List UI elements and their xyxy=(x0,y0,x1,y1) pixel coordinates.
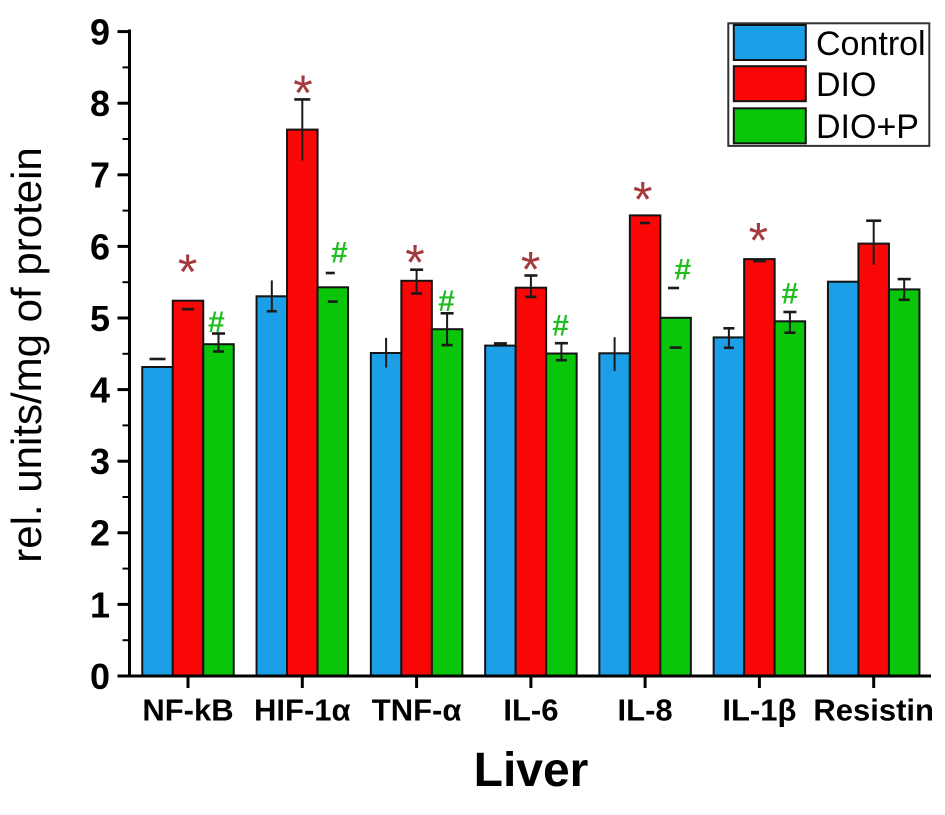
svg-text:Control: Control xyxy=(816,25,926,63)
svg-text:5: 5 xyxy=(90,298,110,339)
svg-text:Liver: Liver xyxy=(474,744,589,797)
svg-text:#: # xyxy=(331,236,348,269)
svg-text:*: * xyxy=(178,244,197,300)
svg-text:rel. units/mg of protein: rel. units/mg of protein xyxy=(3,147,50,563)
svg-text:9: 9 xyxy=(90,12,110,53)
svg-text:*: * xyxy=(521,242,540,298)
svg-text:#: # xyxy=(552,309,569,342)
svg-text:#: # xyxy=(208,306,225,339)
svg-text:*: * xyxy=(749,212,768,268)
svg-text:8: 8 xyxy=(90,83,110,124)
svg-text:*: * xyxy=(633,171,652,227)
svg-text:0: 0 xyxy=(90,656,110,697)
svg-text:DIO+P: DIO+P xyxy=(816,108,919,146)
svg-text:#: # xyxy=(438,285,455,318)
svg-text:#: # xyxy=(782,278,799,311)
svg-text:IL-8: IL-8 xyxy=(618,693,673,728)
svg-text:#: # xyxy=(675,253,692,286)
svg-text:IL-1β: IL-1β xyxy=(722,693,796,728)
svg-text:*: * xyxy=(293,65,312,121)
svg-text:7: 7 xyxy=(90,155,110,196)
svg-text:3: 3 xyxy=(90,441,110,482)
svg-text:HIF-1α: HIF-1α xyxy=(254,693,351,728)
svg-text:6: 6 xyxy=(90,226,110,267)
svg-text:DIO: DIO xyxy=(816,66,876,104)
svg-text:NF-kB: NF-kB xyxy=(142,693,233,728)
svg-text:2: 2 xyxy=(90,513,110,554)
svg-text:4: 4 xyxy=(90,370,110,411)
svg-text:*: * xyxy=(405,234,424,290)
svg-text:Resistin: Resistin xyxy=(813,693,934,728)
svg-text:1: 1 xyxy=(90,584,110,625)
svg-text:IL-6: IL-6 xyxy=(503,693,558,728)
svg-text:TNF-α: TNF-α xyxy=(372,693,462,728)
